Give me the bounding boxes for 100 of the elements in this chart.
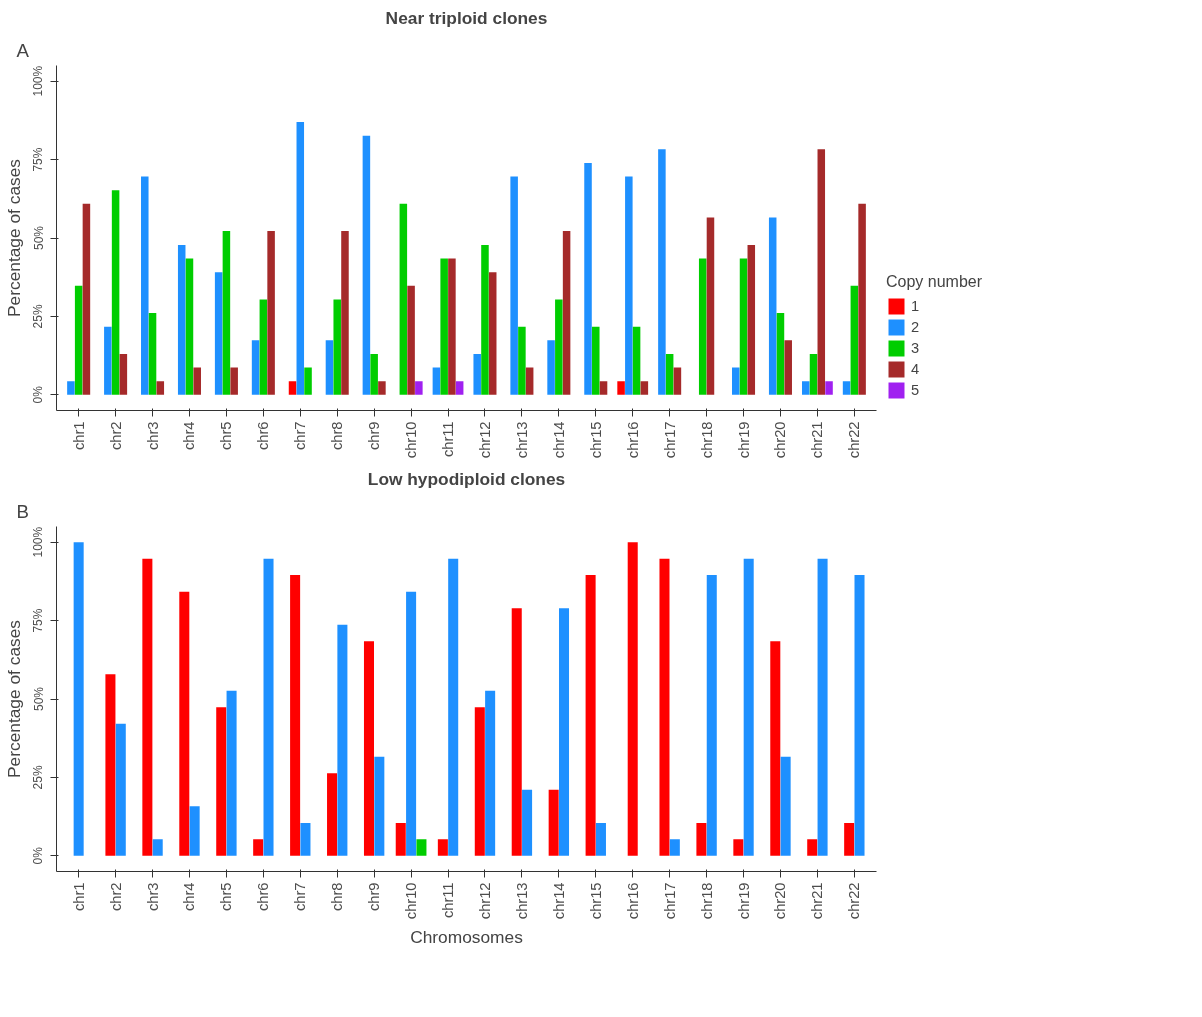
x-tick-label: chr10 [403, 882, 420, 920]
x-tick-label: chr16 [624, 882, 641, 920]
bar [525, 367, 534, 395]
bar [488, 272, 497, 395]
bar [341, 231, 349, 395]
bar [747, 244, 756, 395]
bar [142, 558, 153, 856]
bar [67, 381, 75, 395]
y-tick-label: 75% [31, 147, 46, 172]
y-tick-label: 75% [31, 608, 46, 633]
bar [696, 822, 707, 856]
x-tick-label: chr4 [181, 421, 198, 451]
bar [104, 326, 112, 395]
bar [732, 367, 740, 395]
bar [592, 326, 600, 395]
x-tick-label: chr20 [772, 882, 789, 920]
bar [251, 340, 260, 395]
x-tick-label: chr8 [329, 421, 346, 451]
bar [665, 354, 674, 395]
bar [263, 558, 274, 856]
bar [105, 674, 116, 856]
y-tick-label: 50% [31, 686, 46, 712]
bar [141, 176, 149, 395]
x-tick-label: chr11 [440, 421, 457, 458]
bar [743, 558, 754, 856]
x-tick-label: chr15 [587, 421, 604, 459]
bar [82, 203, 91, 395]
text: A [16, 39, 30, 61]
bar [337, 624, 348, 856]
bar [230, 367, 238, 395]
bar [189, 806, 200, 856]
y-axis-title: Percentage of cases [3, 619, 24, 778]
bar [844, 822, 855, 856]
bar [555, 299, 563, 395]
bar [253, 839, 264, 856]
x-tick-label: chr7 [292, 421, 309, 451]
y-tick-label: 100% [31, 65, 46, 97]
bar [659, 558, 670, 856]
chart-title: Low hypodiploid clones [367, 468, 566, 489]
x-tick-label: chr13 [513, 421, 530, 459]
x-tick-label: chr17 [661, 882, 678, 920]
bar [74, 285, 83, 395]
bar [706, 575, 717, 856]
bar [511, 608, 522, 856]
x-tick-label: chr5 [218, 421, 235, 451]
x-tick-label: chr13 [513, 882, 530, 920]
bar [780, 756, 791, 856]
legend-label: 4 [911, 361, 921, 377]
bar [115, 723, 126, 856]
x-tick-label: chr3 [144, 421, 161, 451]
x-tick-label: chr21 [809, 421, 826, 459]
bar [739, 258, 748, 395]
bar [448, 558, 459, 856]
legend-label: 1 [911, 298, 921, 314]
y-tick-label: 50% [31, 225, 46, 251]
y-tick-label: 25% [31, 304, 46, 329]
bar [179, 591, 190, 856]
bar [259, 299, 268, 395]
legend-title: Copy number [886, 273, 983, 291]
bar [559, 608, 570, 856]
bar [510, 176, 518, 395]
bar [850, 285, 859, 395]
bar [585, 575, 596, 856]
bar [673, 367, 682, 395]
x-tick-label: chr14 [550, 421, 567, 459]
x-tick-label: chr4 [181, 882, 198, 912]
bar [214, 272, 223, 395]
x-tick-label: chr9 [366, 421, 383, 451]
bar [327, 773, 338, 856]
bar [807, 839, 818, 856]
bar [474, 707, 485, 856]
bar [548, 789, 559, 856]
bar [222, 231, 231, 395]
bar [290, 575, 301, 856]
x-tick-label: chr3 [144, 882, 161, 912]
bar [111, 190, 120, 395]
x-tick-label: chr1 [70, 421, 87, 451]
bar [370, 354, 378, 395]
x-tick-label: chr11 [440, 882, 457, 919]
bar [216, 707, 227, 856]
bar [776, 312, 785, 395]
x-tick-label: chr19 [735, 421, 752, 459]
bar [770, 641, 781, 856]
bar [148, 312, 157, 395]
bar [378, 381, 386, 395]
bar [437, 839, 448, 856]
y-tick-label: 100% [31, 526, 46, 558]
bar [658, 149, 666, 395]
bar [518, 326, 526, 395]
bar [473, 354, 481, 395]
x-tick-label: chr18 [698, 421, 715, 459]
x-tick-label: chr12 [476, 882, 493, 920]
x-tick-label: chr1 [70, 882, 87, 912]
bar [374, 756, 385, 856]
x-tick-label: chr19 [735, 882, 752, 920]
bar [485, 690, 496, 856]
bar [768, 217, 777, 395]
x-tick-label: chr21 [809, 882, 826, 920]
x-tick-label: chr8 [329, 882, 346, 912]
bar [362, 135, 371, 395]
